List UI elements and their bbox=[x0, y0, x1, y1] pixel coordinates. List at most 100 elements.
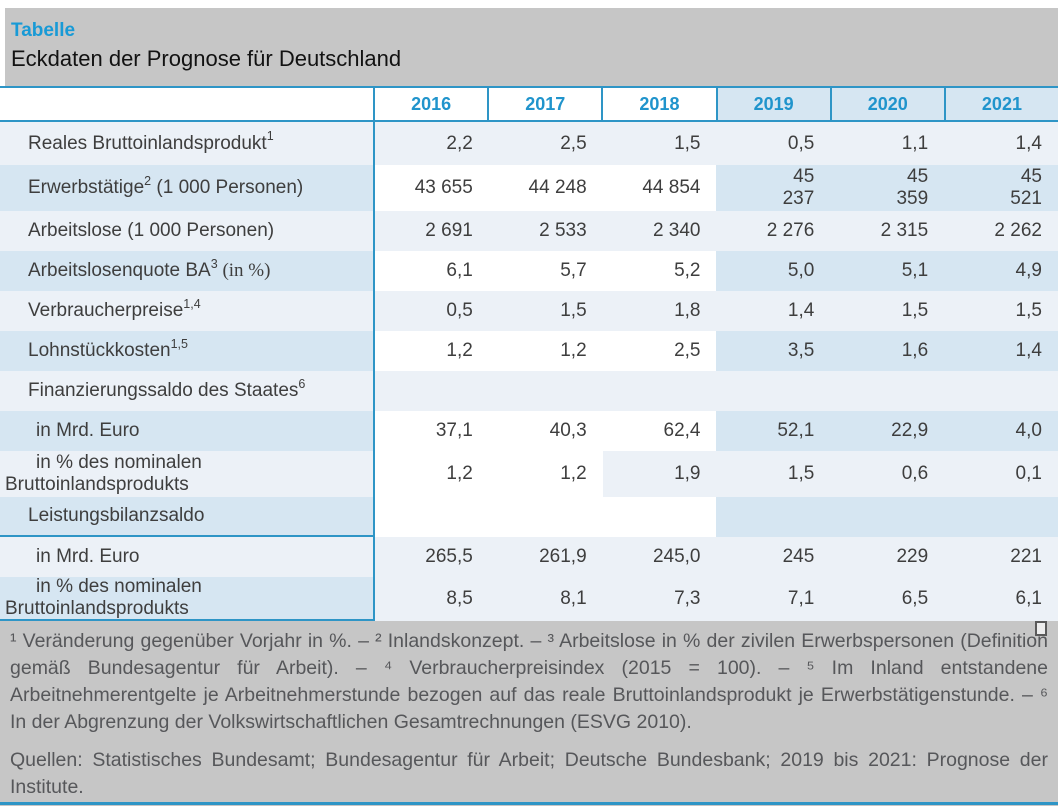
cell: 45 521 bbox=[944, 165, 1058, 211]
cell-value: 1,5 bbox=[674, 132, 701, 154]
table-section-row: Leistungsbilanzsaldo bbox=[0, 497, 1058, 537]
row-label: Leistungsbilanzsaldo bbox=[28, 505, 205, 526]
cell: 52,1 bbox=[716, 411, 831, 451]
cell bbox=[602, 497, 717, 537]
cell: 1,6 bbox=[830, 331, 945, 371]
table-row: Erwerbstätige2 (1 000 Personen) 43 655 4… bbox=[0, 165, 1058, 211]
cell bbox=[830, 497, 945, 537]
row-label-cell: Verbraucherpreise1,4 bbox=[0, 291, 375, 331]
cell-value: 4,0 bbox=[1015, 420, 1042, 441]
cell-value: 3,5 bbox=[787, 340, 815, 361]
cell: 265,5 bbox=[375, 537, 489, 577]
table-tag: Tabelle bbox=[11, 20, 76, 41]
cell-value: 245,0 bbox=[652, 546, 701, 567]
year-label: 2016 bbox=[411, 93, 452, 114]
cell bbox=[944, 497, 1058, 537]
cell: 4,0 bbox=[944, 411, 1058, 451]
cell bbox=[602, 371, 717, 411]
row-label: Arbeitslosenquote BA3 (in %) bbox=[28, 256, 271, 281]
cell: 1,4 bbox=[944, 331, 1058, 371]
cell-value: 45 237 bbox=[782, 166, 815, 209]
cell: 1,9 bbox=[602, 451, 717, 497]
cell-value: 8,1 bbox=[560, 588, 587, 609]
header-label-cell bbox=[0, 88, 375, 120]
cell-value: 52,1 bbox=[777, 420, 815, 441]
cell-value: 0,5 bbox=[446, 300, 473, 321]
cell: 2,5 bbox=[488, 122, 603, 165]
cell: 5,1 bbox=[830, 251, 945, 291]
cell-value: 1,8 bbox=[674, 300, 701, 321]
cell-value: 4,9 bbox=[1015, 260, 1042, 281]
row-label: in % des nominalen Bruttoinlandsprodukts bbox=[5, 452, 202, 495]
cell: 2 315 bbox=[830, 211, 945, 251]
cell-value: 43 655 bbox=[414, 177, 473, 198]
sources-text: Quellen: Statistisches Bundesamt; Bundes… bbox=[10, 749, 1048, 798]
cell-value: 221 bbox=[1010, 546, 1042, 567]
cell: 0,5 bbox=[716, 122, 831, 165]
row-label-cell: Arbeitslosenquote BA3 (in %) bbox=[0, 251, 375, 291]
row-label-cell: Erwerbstätige2 (1 000 Personen) bbox=[0, 165, 375, 211]
cell-value: 6,1 bbox=[1015, 588, 1042, 609]
cell-value: 37,1 bbox=[435, 420, 473, 441]
cell: 0,5 bbox=[375, 291, 489, 331]
cell-value: 2 315 bbox=[880, 220, 929, 241]
cell-value: 245 bbox=[782, 546, 815, 567]
cell: 45 359 bbox=[830, 165, 945, 211]
cell bbox=[830, 371, 945, 411]
cell: 1,5 bbox=[602, 122, 717, 165]
table-row: in Mrd. Euro 265,5 261,9 245,0 245 229 2… bbox=[0, 537, 1058, 577]
year-label: 2017 bbox=[525, 93, 566, 114]
cell: 229 bbox=[830, 537, 945, 577]
footnote-band: ¹ Veränderung gegenüber Vorjahr in %. – … bbox=[0, 621, 1058, 806]
cell-value: 229 bbox=[896, 546, 929, 567]
row-label-cell: in % des nominalen Bruttoinlandsprodukts bbox=[0, 576, 375, 621]
cell-value: 2,2 bbox=[446, 132, 473, 154]
year-header-2016: 2016 bbox=[375, 88, 490, 120]
year-header-2020: 2020 bbox=[831, 88, 946, 120]
cell: 1,5 bbox=[716, 451, 831, 497]
cell: 7,3 bbox=[602, 577, 717, 621]
cell: 2 276 bbox=[716, 211, 831, 251]
page-title: Eckdaten der Prognose für Deutschland bbox=[11, 46, 402, 71]
cell-value: 44 854 bbox=[642, 177, 701, 198]
cell: 44 248 bbox=[488, 165, 603, 211]
cell: 0,6 bbox=[830, 451, 945, 497]
cell-value: 0,1 bbox=[1015, 463, 1042, 484]
table-row: Verbraucherpreise1,4 0,5 1,5 1,8 1,4 1,5… bbox=[0, 291, 1058, 331]
cell bbox=[488, 371, 603, 411]
year-label: 2019 bbox=[753, 93, 794, 114]
cell-value: 5,1 bbox=[901, 260, 929, 281]
cell: 43 655 bbox=[375, 165, 489, 211]
cell: 2 691 bbox=[375, 211, 489, 251]
table-row: Arbeitslosenquote BA3 (in %) 6,1 5,7 5,2… bbox=[0, 251, 1058, 291]
row-label-cell: Leistungsbilanzsaldo bbox=[0, 497, 375, 537]
footnote-text: ¹ Veränderung gegenüber Vorjahr in %. – … bbox=[10, 630, 1048, 733]
cell-value: 265,5 bbox=[425, 546, 473, 567]
cell-value: 1,2 bbox=[560, 463, 587, 484]
cell: 7,1 bbox=[716, 577, 831, 621]
cell-value: 2,5 bbox=[674, 340, 701, 361]
cell-value: 1,5 bbox=[787, 463, 815, 484]
cell: 221 bbox=[944, 537, 1058, 577]
cell-value: 7,1 bbox=[787, 588, 815, 609]
table-header-row: 2016 2017 2018 2019 2020 2021 bbox=[0, 86, 1058, 122]
cell-value: 7,3 bbox=[674, 588, 701, 609]
cell: 44 854 bbox=[602, 165, 717, 211]
cell: 2 340 bbox=[602, 211, 717, 251]
row-label-cell: Arbeitslose (1 000 Personen) bbox=[0, 211, 375, 251]
row-label-cell: Finanzierungssaldo des Staates6 bbox=[0, 371, 375, 411]
table-row: in % des nominalen Bruttoinlandsprodukts… bbox=[0, 576, 1058, 621]
cell-value: 5,2 bbox=[674, 260, 701, 281]
row-label: Reales Bruttoinlandsprodukt1 bbox=[28, 129, 274, 154]
cell: 1,8 bbox=[602, 291, 717, 331]
missing-glyph-artifact bbox=[1035, 621, 1047, 636]
cell: 1,2 bbox=[488, 451, 603, 497]
cell-value: 45 359 bbox=[896, 166, 929, 209]
cell: 4,9 bbox=[944, 251, 1058, 291]
year-header-2021: 2021 bbox=[945, 88, 1058, 120]
row-label: Lohnstückkosten1,5 bbox=[28, 336, 188, 361]
year-header-2019: 2019 bbox=[717, 88, 832, 120]
cell-value: 0,6 bbox=[901, 463, 929, 484]
cell-value: 2 340 bbox=[652, 220, 701, 241]
